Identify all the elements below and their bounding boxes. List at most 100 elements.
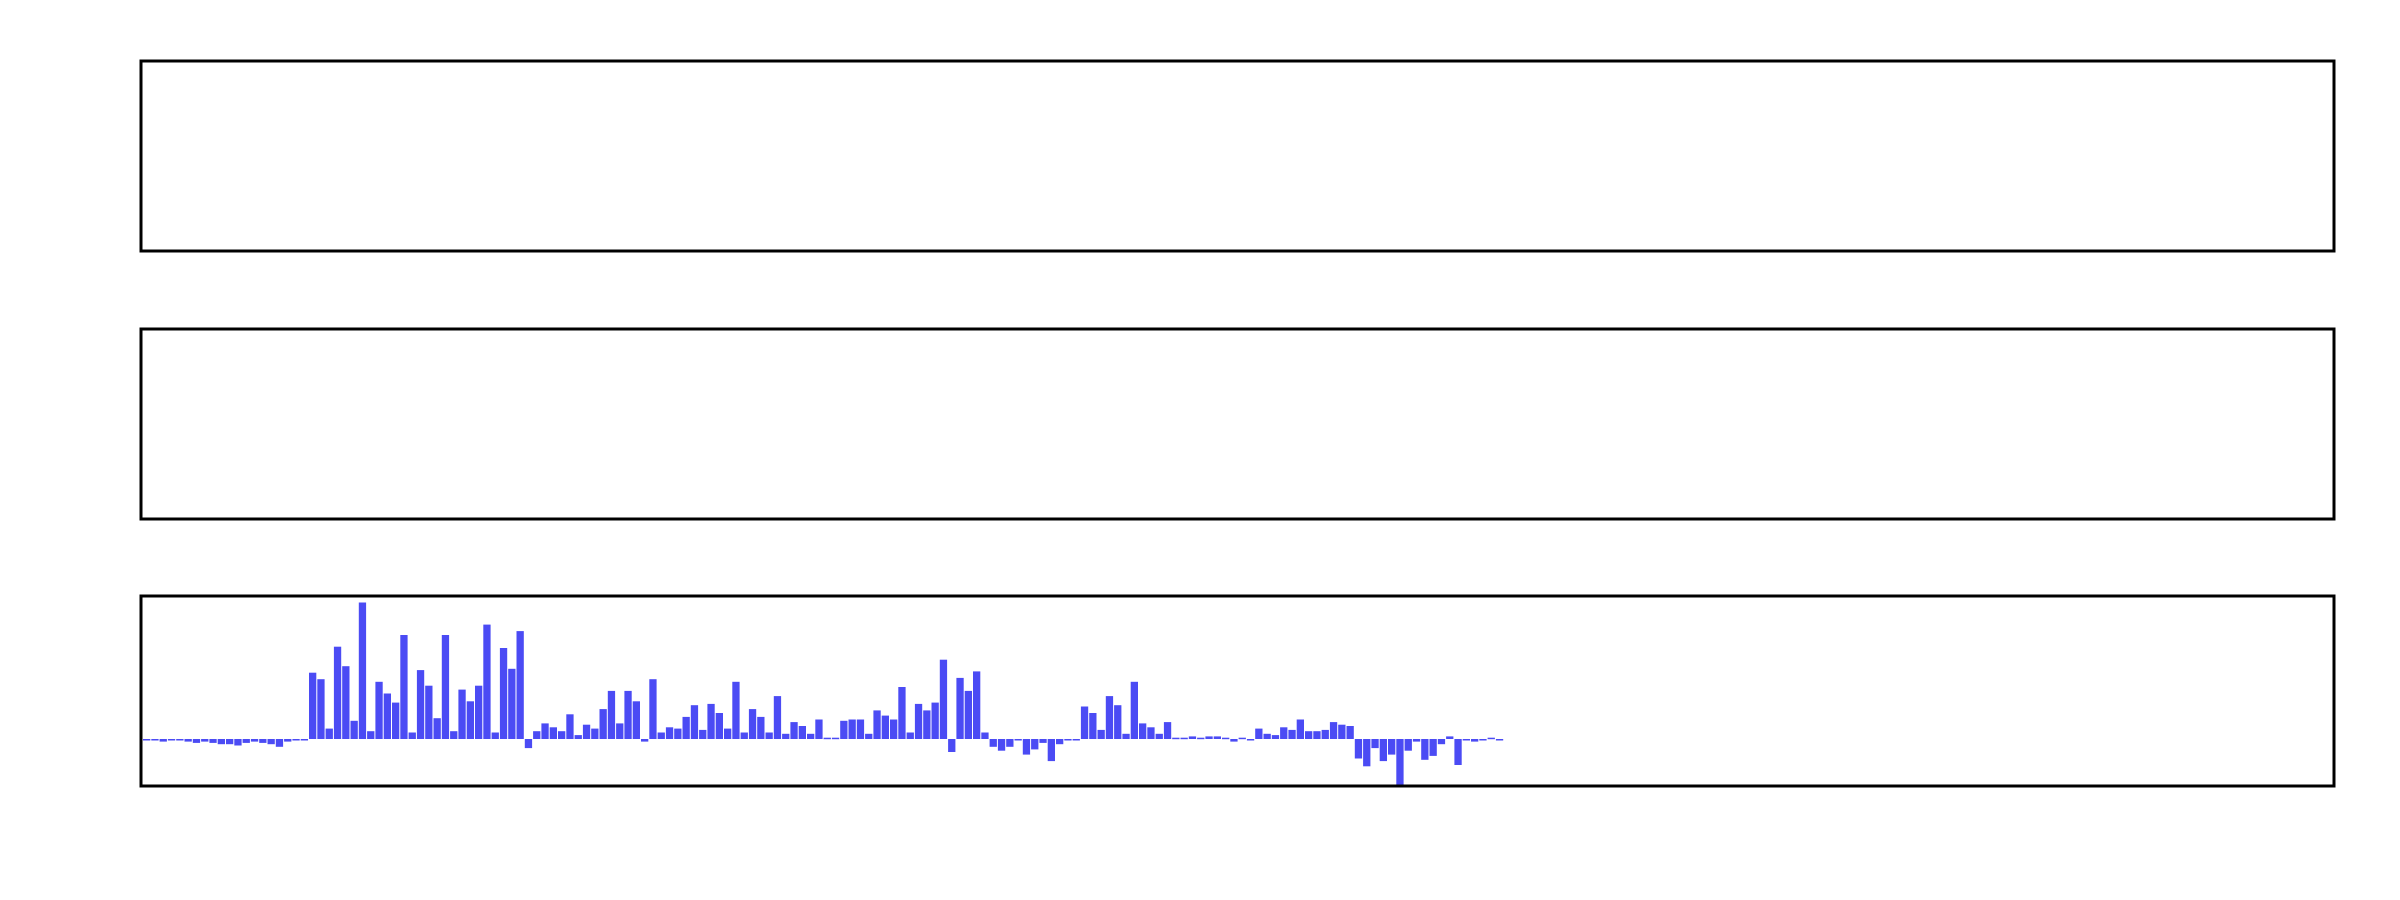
- bar: [1014, 739, 1022, 741]
- bar: [192, 739, 201, 743]
- bar: [416, 670, 425, 739]
- bar: [690, 705, 699, 739]
- bar: [973, 671, 981, 739]
- bar: [1188, 736, 1197, 739]
- bar: [1246, 739, 1255, 741]
- bar: [375, 681, 383, 739]
- bar: [1039, 739, 1047, 743]
- bar: [1197, 737, 1205, 740]
- bar: [1429, 739, 1437, 756]
- bar: [964, 690, 972, 739]
- bar: [798, 726, 806, 739]
- bar: [201, 739, 209, 742]
- bar: [267, 739, 275, 745]
- bar: [1155, 733, 1163, 739]
- bar: [1363, 739, 1371, 767]
- bar: [508, 668, 516, 739]
- bar: [1031, 739, 1039, 750]
- bar: [358, 602, 367, 739]
- plot-frame-bottom: [139, 594, 2336, 788]
- bar: [674, 728, 682, 739]
- bar: [715, 713, 723, 739]
- chart-panel-top: [139, 59, 2336, 253]
- bar: [342, 666, 350, 739]
- bar: [1047, 739, 1055, 762]
- bar: [1105, 696, 1114, 739]
- bar: [1080, 706, 1089, 739]
- bar: [599, 709, 607, 739]
- bar: [657, 732, 665, 739]
- bar: [184, 739, 192, 742]
- bar: [1056, 739, 1064, 745]
- bar: [176, 739, 184, 741]
- bar: [823, 737, 831, 740]
- bar: [898, 687, 906, 739]
- bar: [732, 681, 740, 739]
- bar: [1454, 739, 1462, 765]
- bar: [1321, 729, 1329, 739]
- bar: [1288, 729, 1296, 739]
- bar: [450, 731, 458, 739]
- bar: [790, 722, 798, 739]
- bar: [757, 716, 765, 739]
- bar: [1022, 739, 1031, 755]
- bar: [1329, 722, 1338, 739]
- bar: [765, 732, 773, 739]
- bar: [392, 702, 400, 739]
- bar: [1172, 737, 1180, 740]
- bar: [1238, 737, 1246, 740]
- bar: [624, 690, 632, 739]
- bar: [782, 733, 790, 739]
- bar: [491, 732, 499, 739]
- bar: [400, 635, 408, 739]
- bar: [408, 732, 416, 739]
- bar: [1371, 739, 1379, 749]
- bar: [1163, 722, 1172, 739]
- bar: [425, 685, 433, 739]
- bar: [151, 739, 159, 741]
- bar: [275, 739, 284, 747]
- bar: [1421, 739, 1429, 760]
- bar: [1222, 737, 1230, 740]
- bar: [873, 710, 881, 739]
- bar: [466, 701, 474, 739]
- bar: [259, 739, 267, 743]
- bar: [997, 739, 1006, 751]
- bar: [707, 703, 715, 739]
- bar: [1213, 736, 1221, 739]
- bar: [890, 719, 898, 739]
- bar: [914, 703, 923, 739]
- bar: [1462, 739, 1470, 741]
- bar: [1479, 739, 1487, 741]
- bar: [1296, 719, 1304, 739]
- bar: [616, 723, 624, 739]
- bar: [956, 677, 964, 739]
- bar: [649, 679, 657, 739]
- bar: [906, 732, 914, 739]
- bar: [807, 733, 815, 739]
- bar: [1280, 727, 1288, 739]
- bar: [1354, 739, 1363, 759]
- bar: [881, 715, 889, 739]
- bar: [632, 701, 640, 739]
- bar: [831, 737, 840, 740]
- bar: [159, 739, 167, 742]
- bar: [981, 732, 989, 739]
- plot-frame-middle: [139, 327, 2336, 521]
- bar: [748, 709, 757, 739]
- bar: [292, 739, 300, 741]
- bar: [740, 732, 748, 739]
- bar: [1396, 739, 1404, 786]
- bar: [483, 624, 491, 739]
- bar: [923, 710, 931, 739]
- bar: [475, 685, 483, 739]
- bar: [931, 702, 939, 739]
- bar: [1122, 733, 1130, 739]
- bar: [524, 739, 533, 749]
- bar: [284, 739, 292, 742]
- bar: [309, 672, 317, 739]
- bar: [1097, 729, 1105, 739]
- bar: [350, 720, 358, 739]
- bar: [1180, 737, 1188, 740]
